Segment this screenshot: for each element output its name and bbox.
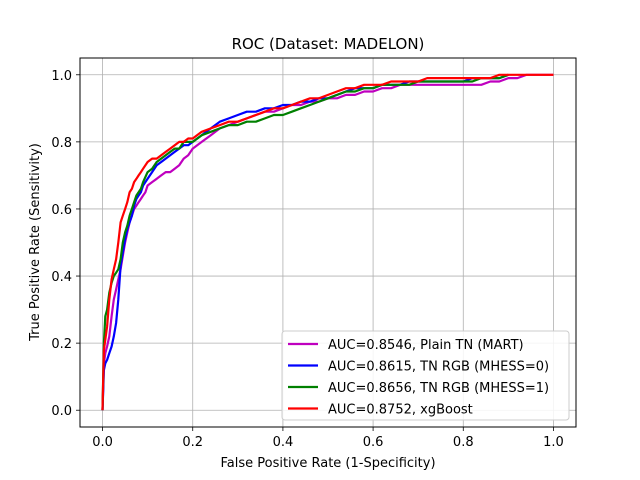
y-axis-label: True Positive Rate (Sensitivity) (28, 143, 43, 342)
legend-label-2: AUC=0.8615, TN RGB (MHESS=0) (328, 360, 549, 375)
legend-label-1: AUC=0.8546, Plain TN (MART) (328, 338, 524, 353)
y-tick-label: 0.8 (51, 136, 72, 151)
roc-curve-series-4 (101, 73, 554, 411)
y-tick-label: 0.2 (51, 337, 72, 352)
legend: AUC=0.8546, Plain TN (MART) AUC=0.8615, T… (281, 330, 570, 421)
y-tick-label: 0.4 (51, 270, 72, 285)
y-tick-label: 0.0 (51, 404, 72, 419)
x-tick-label: 0.4 (273, 435, 294, 450)
legend-items: AUC=0.8546, Plain TN (MART) AUC=0.8615, T… (288, 338, 549, 418)
legend-box (281, 330, 570, 421)
series-lines (101, 73, 554, 411)
x-tick-label: 0.2 (182, 435, 203, 450)
chart-title: ROC (Dataset: MADELON) (232, 35, 425, 53)
y-tick-label: 1.0 (51, 69, 72, 84)
x-tick-label: 0.6 (363, 435, 384, 450)
x-tick-label: 1.0 (543, 435, 564, 450)
grid (80, 58, 576, 427)
legend-label-3: AUC=0.8656, TN RGB (MHESS=1) (328, 381, 549, 396)
x-tick-label: 0.0 (92, 435, 113, 450)
y-tick-label: 0.6 (51, 203, 72, 218)
axis-ticks: 0.0 0.2 0.4 0.6 0.8 1.0 0.0 0.2 0.4 0.6 0.8 1.0 (51, 69, 563, 450)
legend-label-4: AUC=0.8752, xgBoost (328, 403, 473, 418)
x-axis-label: False Positive Rate (1-Specificity) (220, 456, 435, 471)
roc-curve-series-3 (101, 73, 509, 411)
plot-frame (79, 57, 577, 428)
x-tick-label: 0.8 (453, 435, 474, 450)
